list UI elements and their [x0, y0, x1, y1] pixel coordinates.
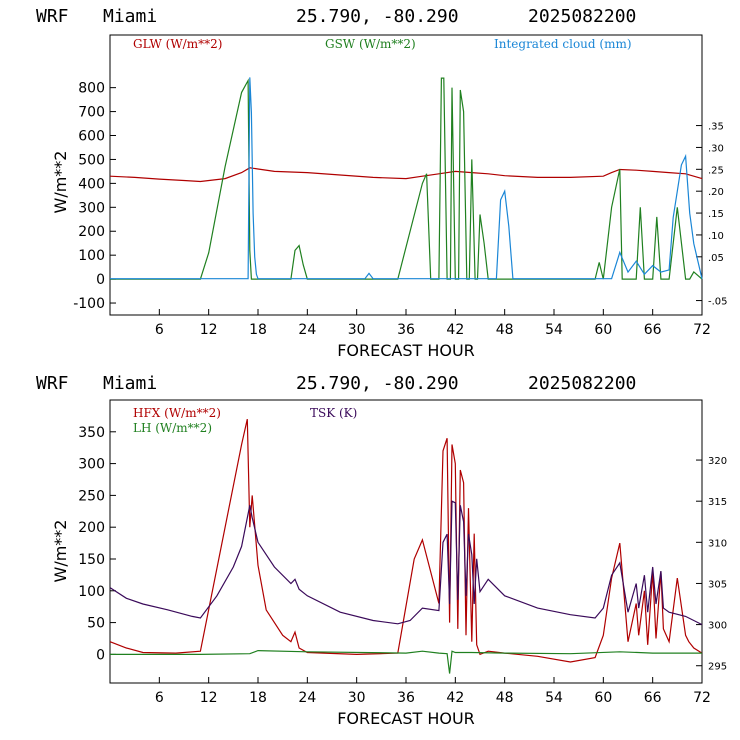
y-tick-label: 50	[87, 616, 105, 632]
y2-tick-label: 305	[708, 579, 727, 590]
panel1-legend-gsw: GSW (W/m**2)	[325, 37, 416, 51]
x-tick-label: 30	[348, 322, 366, 338]
series-line-hfx-0	[109, 418, 703, 663]
y-tick-label: 0	[96, 647, 105, 663]
x-tick-label: 72	[693, 322, 711, 338]
x-tick-label: 66	[644, 690, 662, 706]
panel1-ylabel: W/m**2	[51, 151, 70, 214]
x-tick-label: 12	[200, 322, 218, 338]
panel1-series	[109, 77, 703, 280]
panel1-location: Miami	[103, 6, 157, 27]
y2-tick-label: .05	[708, 253, 724, 264]
y-tick-label: 100	[78, 584, 105, 600]
x-tick-label: 60	[594, 690, 612, 706]
y2-tick-label: .35	[708, 122, 724, 133]
y2-tick-label: .25	[708, 165, 724, 176]
panel-2: WRF Miami 25.790, -80.290 2025082200 HFX…	[36, 373, 727, 728]
x-tick-label: 48	[496, 322, 514, 338]
x-tick-label: 72	[693, 690, 711, 706]
x-tick-label: 54	[545, 322, 563, 338]
x-tick-label: 66	[644, 322, 662, 338]
series-line-integrated-2	[110, 77, 703, 280]
x-tick-label: 54	[545, 690, 563, 706]
x-tick-label: 18	[249, 690, 267, 706]
panel2-init-time: 2025082200	[528, 373, 636, 394]
series-line-glw-0	[109, 167, 703, 183]
series-line-gsw-1	[110, 77, 703, 280]
panel2-plot-frame	[109, 399, 703, 684]
series-line-tsk-2	[109, 500, 703, 626]
y-tick-label: 300	[78, 457, 105, 473]
panel2-ylabel: W/m**2	[51, 520, 70, 583]
panel2-legend-hfx: HFX (W/m**2)	[133, 406, 221, 420]
panel2-legend-tsk: TSK (K)	[310, 406, 357, 420]
x-tick-label: 42	[446, 322, 464, 338]
y2-tick-label: 300	[708, 621, 727, 632]
series-line-lh-1	[110, 649, 702, 674]
x-tick-label: 24	[298, 690, 316, 706]
y2-tick-label: 320	[708, 456, 727, 467]
y2-tick-label: -.05	[708, 297, 728, 308]
x-tick-label: 24	[298, 322, 316, 338]
panel1-coords: 25.790, -80.290	[296, 6, 459, 27]
y-tick-label: 0	[96, 272, 105, 288]
y-tick-label: 150	[78, 552, 105, 568]
panel1-ticks: 6 12 18 24 30 36 42 48 54 60 66 72 -100 0 100 200 300 400…	[73, 81, 727, 338]
panel2-series	[109, 418, 703, 674]
y-tick-label: 800	[78, 81, 105, 97]
x-tick-label: 48	[496, 690, 514, 706]
y2-tick-label: .20	[708, 187, 724, 198]
panel1-init-time: 2025082200	[528, 6, 636, 27]
y2-tick-label: 310	[708, 538, 727, 549]
y-tick-label: 200	[78, 224, 105, 240]
y-tick-label: -100	[73, 296, 105, 312]
y-tick-label: 500	[78, 152, 105, 168]
y-tick-label: 200	[78, 520, 105, 536]
panel1-legend-cloud: Integrated cloud (mm)	[494, 37, 632, 51]
y2-tick-label: 315	[708, 497, 727, 508]
x-tick-label: 6	[155, 322, 164, 338]
panel-1: WRF Miami 25.790, -80.290 2025082200 GLW…	[36, 6, 728, 360]
x-tick-label: 36	[397, 690, 415, 706]
x-tick-label: 6	[155, 690, 164, 706]
y2-tick-label: .10	[708, 231, 724, 242]
x-tick-label: 18	[249, 322, 267, 338]
y-tick-label: 100	[78, 248, 105, 264]
x-tick-label: 30	[348, 690, 366, 706]
y2-tick-label: 295	[708, 662, 727, 673]
y-tick-label: 600	[78, 129, 105, 145]
panel1-legend-glw: GLW (W/m**2)	[133, 37, 222, 51]
panel2-legend-lh: LH (W/m**2)	[133, 421, 212, 435]
y-tick-label: 700	[78, 105, 105, 121]
y2-tick-label: .15	[708, 209, 724, 220]
panel2-location: Miami	[103, 373, 157, 394]
y-tick-label: 250	[78, 488, 105, 504]
x-tick-label: 60	[594, 322, 612, 338]
panel1-model: WRF	[36, 6, 69, 27]
panel2-xlabel: FORECAST HOUR	[337, 709, 475, 728]
y2-tick-label: .30	[708, 143, 724, 154]
x-tick-label: 12	[200, 690, 218, 706]
panel1-xlabel: FORECAST HOUR	[337, 341, 475, 360]
x-tick-label: 36	[397, 322, 415, 338]
panel2-model: WRF	[36, 373, 69, 394]
panel2-coords: 25.790, -80.290	[296, 373, 459, 394]
y-tick-label: 400	[78, 176, 105, 192]
panel2-ticks: 6 12 18 24 30 36 42 48 54 60 66 72 0 50 100 150 200 250 30…	[78, 425, 727, 706]
y-tick-label: 300	[78, 200, 105, 216]
y-tick-label: 350	[78, 425, 105, 441]
x-tick-label: 42	[446, 690, 464, 706]
